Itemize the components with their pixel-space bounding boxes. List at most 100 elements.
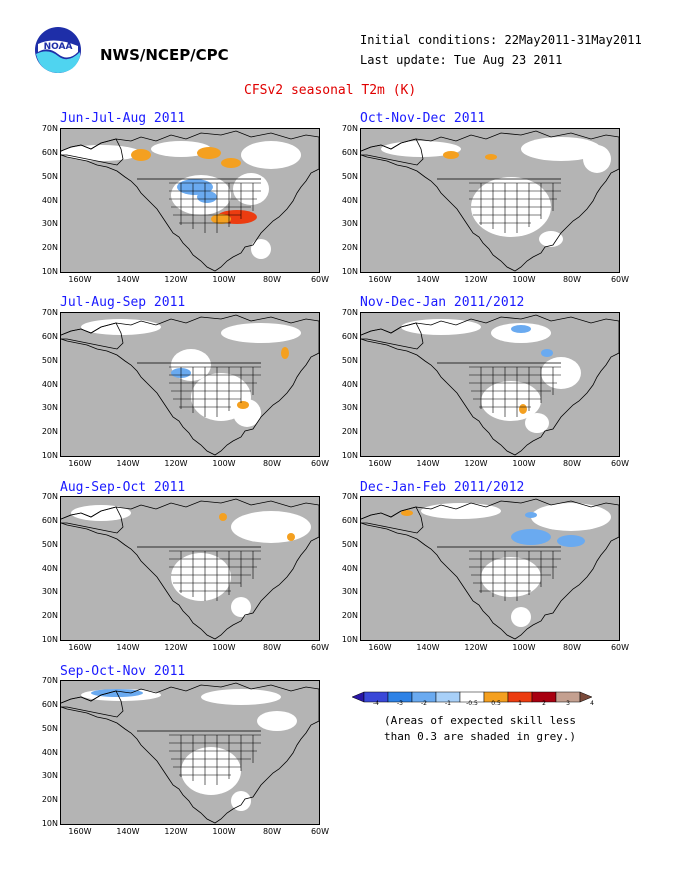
y-tick-label: 70N (341, 124, 358, 133)
map-panel (360, 496, 620, 641)
x-tick-label: 80W (262, 643, 282, 652)
colorbar-tick-label: -1 (445, 700, 451, 707)
y-tick-label: 20N (341, 243, 358, 253)
y-tick-label: 70N (341, 308, 358, 317)
y-tick-label: 20N (41, 427, 58, 437)
neutral-patch (583, 145, 611, 173)
x-tick-label: 140W (116, 459, 140, 468)
x-tick-label: 80W (262, 275, 282, 284)
colorbar-labels: -4 -3 -2 -1 -0.5 0.5 1 2 3 4 (350, 700, 630, 710)
neutral-patch (71, 505, 131, 521)
neutral-patch (231, 511, 311, 543)
x-tick-label: 100W (512, 643, 536, 652)
map-svg (361, 130, 619, 272)
x-tick-label: 160W (368, 275, 392, 284)
svg-text:NOAA: NOAA (44, 42, 73, 52)
initial-conditions: Initial conditions: 22May2011-31May2011 (360, 33, 642, 47)
panel-title: Aug-Sep-Oct 2011 (60, 480, 186, 495)
coastline (61, 314, 319, 456)
x-tick-label: 100W (212, 275, 236, 284)
anomaly-patch (511, 325, 531, 333)
y-tick-label: 50N (41, 723, 58, 733)
y-tick-label: 20N (41, 243, 58, 253)
y-tick-label: 10N (341, 635, 358, 644)
anomaly-patch (197, 147, 221, 159)
anomaly-patch (525, 512, 537, 518)
y-tick-label: 20N (41, 611, 58, 621)
y-tick-label: 40N (41, 379, 58, 389)
map-svg (61, 130, 319, 272)
noaa-logo-icon: NOAA (34, 26, 82, 74)
y-tick-label: 40N (41, 563, 58, 573)
colorbar (350, 688, 630, 703)
y-tick-label: 50N (41, 355, 58, 365)
coastline (361, 322, 424, 350)
neutral-patch (539, 231, 563, 247)
anomaly-patch (281, 347, 289, 359)
x-tick-label: 60W (310, 459, 330, 468)
x-tick-label: 80W (562, 459, 582, 468)
map-svg (361, 498, 619, 640)
coastline (361, 130, 619, 272)
x-tick-label: 100W (212, 827, 236, 836)
neutral-patch (511, 607, 531, 627)
x-tick-label: 60W (310, 827, 330, 836)
y-tick-label: 30N (341, 219, 358, 229)
last-update: Last update: Tue Aug 23 2011 (360, 53, 563, 67)
colorbar-tick-label: 0.5 (491, 700, 501, 707)
x-tick-label: 100W (212, 459, 236, 468)
neutral-patch (521, 137, 601, 161)
skill-note-line2: than 0.3 are shaded in grey.) (384, 730, 577, 743)
neutral-patch (531, 503, 611, 531)
anomaly-patch (221, 158, 241, 168)
y-tick-label: 30N (41, 403, 58, 413)
y-tick-label: 50N (341, 355, 358, 365)
neutral-patch (221, 323, 301, 343)
x-tick-label: 140W (416, 459, 440, 468)
x-tick-label: 160W (68, 827, 92, 836)
map-svg (61, 682, 319, 824)
anomaly-patch (443, 151, 459, 159)
coastline (61, 138, 124, 166)
neutral-patch (201, 689, 281, 705)
colorbar-tick-label: 2 (542, 700, 546, 707)
map-panel (60, 680, 320, 825)
neutral-patch (231, 791, 251, 811)
y-tick-label: 60N (341, 515, 358, 525)
colorbar-tick-label: 1 (518, 700, 522, 707)
x-tick-label: 120W (164, 643, 188, 652)
y-tick-label: 40N (41, 195, 58, 205)
x-tick-label: 160W (368, 459, 392, 468)
y-tick-label: 60N (41, 515, 58, 525)
y-tick-label: 60N (41, 147, 58, 157)
y-tick-label: 70N (41, 492, 58, 501)
neutral-patch (541, 357, 581, 389)
colorbar-tick-label: -4 (373, 700, 379, 707)
map-panel (360, 128, 620, 273)
y-tick-label: 30N (41, 771, 58, 781)
anomaly-patch (287, 533, 295, 541)
skill-note-line1: (Areas of expected skill less (384, 714, 577, 727)
neutral-patch (257, 711, 297, 731)
y-tick-label: 30N (341, 403, 358, 413)
coastline (61, 690, 124, 718)
map-svg (61, 314, 319, 456)
x-tick-label: 60W (310, 643, 330, 652)
neutral-patch (421, 503, 501, 519)
y-tick-label: 10N (41, 635, 58, 644)
anomaly-patch (237, 401, 249, 409)
anomaly-patch (485, 154, 497, 160)
y-tick-label: 40N (341, 563, 358, 573)
y-tick-label: 40N (41, 747, 58, 757)
colorbar-tick-label: 3 (566, 700, 570, 707)
x-tick-label: 80W (262, 827, 282, 836)
x-tick-label: 60W (610, 275, 630, 284)
map-panel (360, 312, 620, 457)
coastline (61, 506, 124, 534)
anomaly-patch (197, 191, 217, 203)
y-tick-label: 60N (341, 331, 358, 341)
x-tick-label: 60W (610, 643, 630, 652)
neutral-patch (181, 747, 241, 795)
coastline (361, 506, 424, 534)
anomaly-patch (519, 404, 527, 414)
